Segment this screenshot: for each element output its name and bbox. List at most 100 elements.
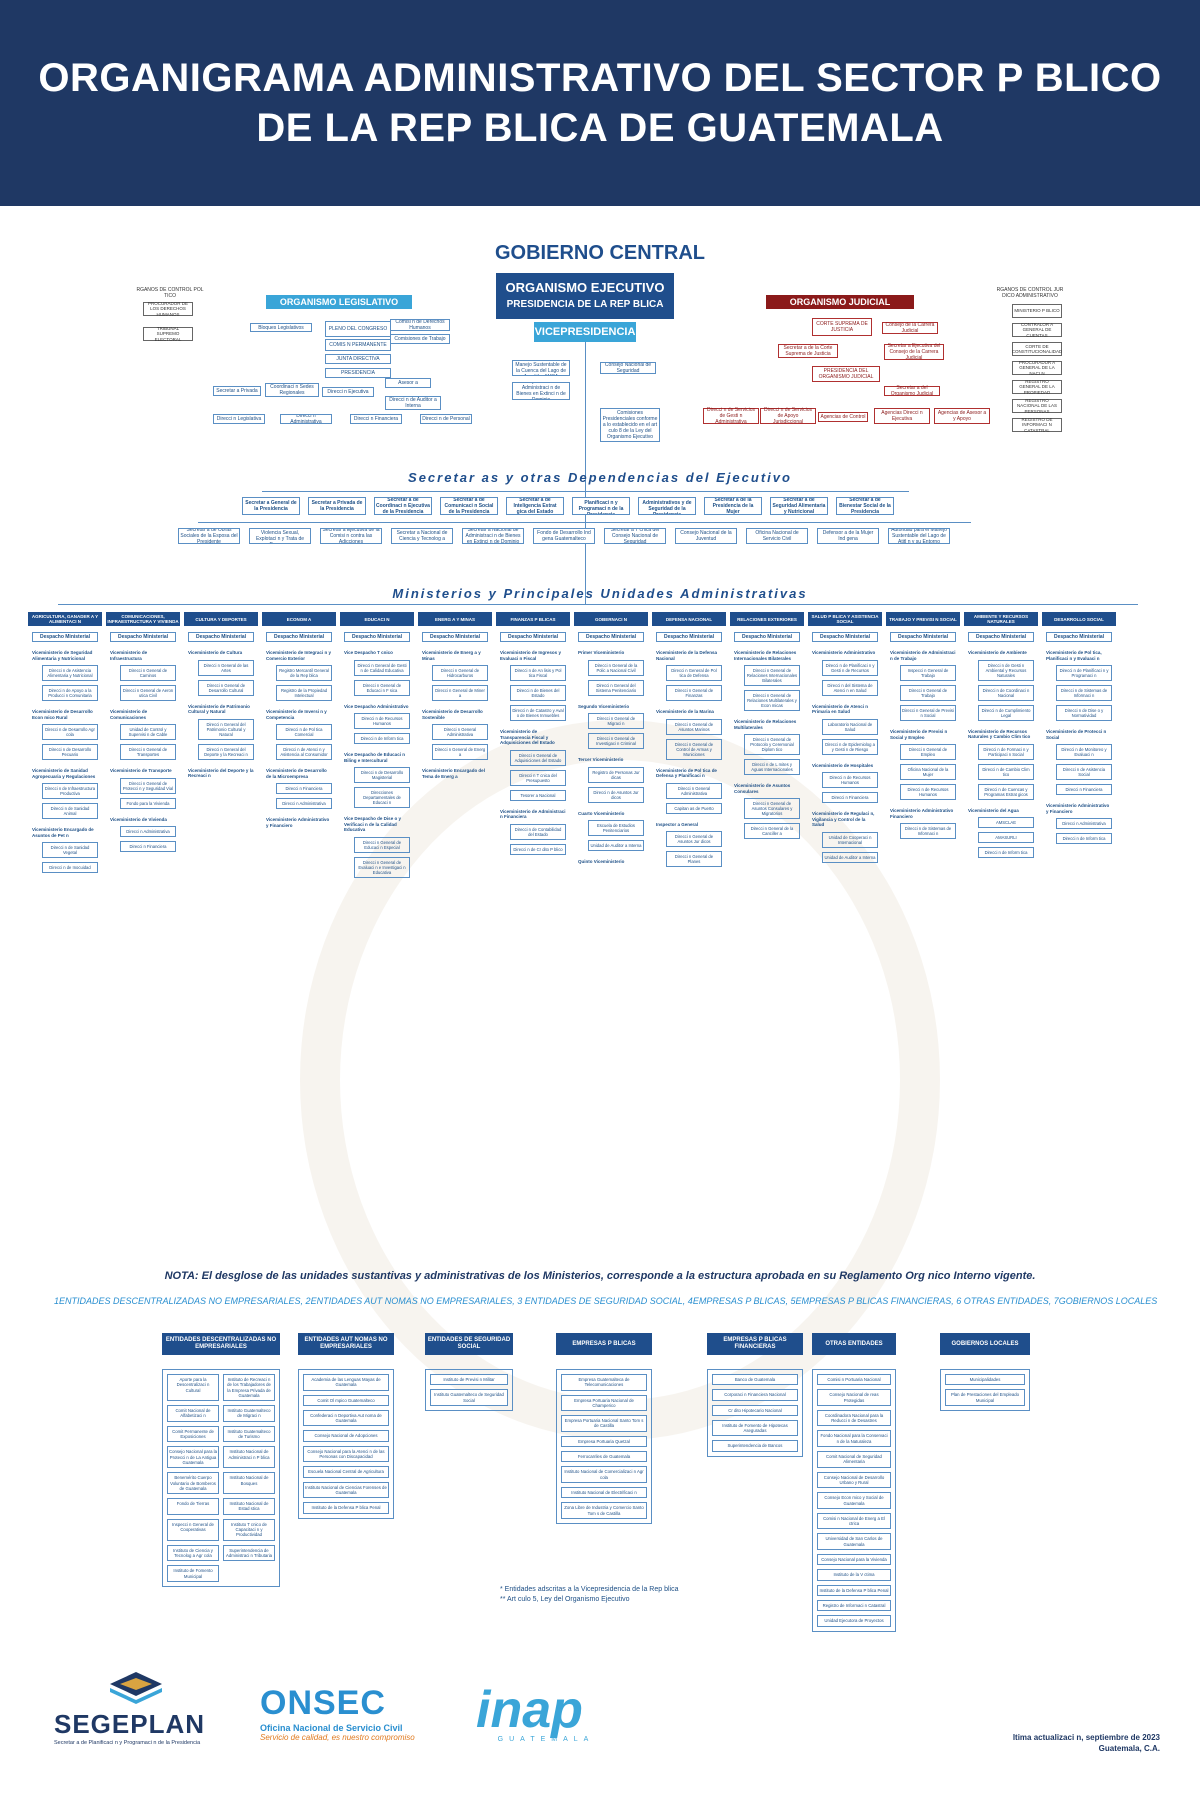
nota-text: NOTA: El desglose de las unidades sustan… bbox=[164, 1270, 1036, 1282]
viceministerio-0: Viceministerio de Energ a y Minas bbox=[422, 650, 481, 661]
entidades-legend: 1ENTIDADES DESCENTRALIZADAS NO EMPRESARI… bbox=[54, 1296, 1158, 1306]
entidad-item-1: Instituto de Recreaci n de los Trabajado… bbox=[223, 1374, 275, 1402]
viceministerio-4: Quinto Viceministerio bbox=[578, 859, 625, 864]
footnote-0: * Entidades adscritas a la Vicepresidenc… bbox=[500, 1586, 679, 1593]
viceministerio-2: Viceministerio de Sanidad Agropecuaria y… bbox=[32, 768, 96, 779]
direccion-0: Direcci n General de la Polic a Nacional… bbox=[588, 659, 644, 676]
direccion-4: Direcci n de Recursos Humanos bbox=[822, 772, 878, 788]
direccion-4: Direcci n de Infraestructura Productiva bbox=[42, 783, 98, 799]
direccion-4: Registro de Personas Jur dicas bbox=[588, 766, 644, 783]
direccion-4: Direcci n General de Protecci n y Seguri… bbox=[120, 777, 176, 794]
direccion-0: Direcci n de Planificaci n y Gesti n de … bbox=[822, 659, 878, 676]
viceministerio-0: Viceministerio de Administraci n de Trab… bbox=[890, 650, 956, 661]
entidad-list: Comisi n Portuaria Nacional Consejo Nacio… bbox=[812, 1369, 896, 1632]
entidad-item-4: Superintendencia de Bancos bbox=[712, 1440, 798, 1452]
inap-name: inap bbox=[476, 1681, 583, 1739]
legislativo-item-11: Direcci n de Personal bbox=[420, 414, 472, 424]
viceministerio-3: Cuarto Viceministerio bbox=[578, 810, 625, 816]
direccion-2: Direcci n General del Patrimonio Cultura… bbox=[198, 718, 254, 740]
direccion-5: Direcci n de Recursos Humanos bbox=[900, 784, 956, 800]
ministerio-name: TRABAJO Y PREVISI N SOCIAL bbox=[886, 612, 960, 626]
direccion-2: Direcci n General de Asuntos Marinos bbox=[666, 718, 722, 735]
secretaria-row2-item-1: Secretar a contra la Violencia Sexual, E… bbox=[249, 528, 311, 544]
legislativo-item-1: PLENO DEL CONGRESO bbox=[325, 321, 391, 337]
direccion-5: Fondo para la Vivienda bbox=[120, 797, 176, 809]
direccion-7: Direcci n de Inform tica bbox=[1056, 833, 1112, 844]
viceministerio-1: Viceministerio de Previsi n Social y Emp… bbox=[890, 729, 948, 740]
judicial-item-9: Agencias Direcci n Ejecutiva bbox=[874, 408, 930, 424]
direccion-3: Direcci n de Epidemiolog a y Gesti n de … bbox=[822, 738, 878, 755]
entidad-list: Banco de Guatemala Corporaci n Financiera… bbox=[707, 1369, 803, 1457]
direccion-3: Direcci n General de Control de Armas y … bbox=[666, 738, 722, 760]
viceministerio-1: Viceministerio de la Marina bbox=[656, 709, 714, 714]
viceministerio-2: Viceministerio de Desarrollo de la Micro… bbox=[266, 768, 327, 779]
entidad-item-5: Escuela Nacional Central de Agricultura bbox=[303, 1466, 389, 1478]
secretaria-row1-item-4: Secretar a de Inteligencia Estrat gica d… bbox=[506, 497, 564, 515]
entidad-item-0: Aporte para la Descentralizaci n Cultura… bbox=[167, 1374, 219, 1402]
entidad-name: GOBIERNOS LOCALES bbox=[940, 1333, 1030, 1355]
viceministerio-0: Viceministerio de Seguridad Alimentaria … bbox=[32, 650, 93, 661]
ministerio-name: RELACIONES EXTERIORES bbox=[730, 612, 804, 626]
viceministerio-2: Viceministerio Encargado del Tema de Ene… bbox=[422, 768, 485, 779]
direccion-3: Direcci n de Desarrollo Pecuario bbox=[42, 744, 98, 760]
viceministerio-3: Viceministerio Administrativo y Financie… bbox=[266, 817, 330, 828]
direccion-0: Registro Mercantil General de la Rep bli… bbox=[276, 665, 332, 681]
direccion-7: Direcci n Financiera bbox=[120, 841, 176, 852]
direccion-7: Direcci n de Cr dito P blico bbox=[510, 843, 566, 855]
entidad-list: Empresa Guatemalteca de Telecomunicacion… bbox=[556, 1369, 652, 1524]
despacho-ministerial: Despacho Ministerial bbox=[32, 632, 98, 642]
viceministerio-1: Viceministerio de Atenci n Primaria en S… bbox=[812, 703, 869, 715]
exec-trunk-line bbox=[585, 342, 586, 604]
ministerio-col-2: CULTURA Y DEPORTES Despacho Ministerial Vi… bbox=[184, 612, 258, 1262]
despacho-ministerial: Despacho Ministerial bbox=[266, 632, 332, 642]
vice-item-3: Comisiones Presidenciales conforme a lo … bbox=[600, 408, 660, 442]
viceministerio-2: Viceministerio de Transporte bbox=[110, 768, 172, 773]
legislativo-item-6: Coordinaci n Sedes Regionales bbox=[265, 383, 319, 397]
viceministerio-3: Viceministerio de Regulaci n, Vigilancia… bbox=[812, 811, 875, 827]
direccion-2: Direcci n General Administrativa bbox=[432, 724, 488, 740]
direccion-5: Capitan as de Puerto bbox=[666, 802, 722, 814]
entidad-item-0: Comisi n Portuaria Nacional bbox=[817, 1374, 891, 1386]
entidad-col-3: EMPRESAS P BLICAS Empresa Guatemalteca de… bbox=[556, 1333, 652, 1524]
viceministerio-2: Viceministerio de Administraci n Financi… bbox=[500, 808, 566, 820]
viceministerio-0: Viceministerio de Cultura bbox=[188, 650, 243, 655]
entidad-col-1: ENTIDADES AUT NOMAS NO EMPRESARIALES Acad… bbox=[298, 1333, 394, 1519]
secretaria-row1-item-3: Secretar a de Comunicaci n Social de la … bbox=[440, 497, 498, 515]
viceministerio-1: Viceministerio de Comunicaciones bbox=[110, 709, 148, 720]
entidad-item-1: Empresa Portuaria Nacional de Champerico bbox=[561, 1394, 647, 1412]
entidad-item-4: Consejo Nacional para la Atenci n de las… bbox=[303, 1445, 389, 1463]
direccion-1: Direcci n General de Aeron utica Civil bbox=[120, 685, 176, 701]
organismo-legislativo-title: ORGANISMO LEGISLATIVO bbox=[266, 295, 412, 309]
viceministerio-2: Viceministerio de Pol tica de Defensa y … bbox=[656, 767, 717, 779]
viceministerio-2: Viceministerio del Agua bbox=[968, 807, 1019, 813]
entidad-item-13: Unidad Ejecutora de Proyectos bbox=[817, 1615, 891, 1627]
direccion-3: Direcci n de L mites y Aguas Internacion… bbox=[744, 759, 800, 775]
judicial-item-10: Agencias de Asesor a y Apoyo bbox=[934, 408, 990, 424]
direccion-1: Direcci n del Sistema de Atenci n en Sal… bbox=[822, 679, 878, 696]
entidad-item-1: Corporaci n Financiera Nacional bbox=[712, 1389, 798, 1401]
entidad-item-10: Fondo de Tierras bbox=[167, 1498, 219, 1515]
direccion-7: Unidad de Auditor a Interna bbox=[588, 840, 644, 851]
judicial-item-2: Secretar a de la Corte Suprema de Justic… bbox=[778, 344, 838, 358]
viceministerio-1: Viceministerio de Inversi n y Competenci… bbox=[266, 709, 327, 720]
ministerio-name: FINANZAS P BLICAS bbox=[496, 612, 570, 626]
ministerio-col-13: DESARROLLO SOCIAL Despacho Ministerial Vic… bbox=[1042, 612, 1116, 1262]
despacho-ministerial: Despacho Ministerial bbox=[968, 632, 1034, 642]
legislativo-item-13: Direcci n de Auditor a Interna bbox=[385, 396, 441, 410]
footnote-1: ** Art culo 5, Ley del Organismo Ejecuti… bbox=[500, 1596, 630, 1603]
entidad-item-12: Inspecci n General de Cooperativas bbox=[167, 1518, 219, 1541]
entidad-item-11: Instituto de la Defensa P blica Penal bbox=[817, 1584, 891, 1596]
segeplan-name: SEGEPLAN bbox=[54, 1709, 206, 1739]
despacho-ministerial: Despacho Ministerial bbox=[656, 632, 722, 642]
direccion-6: Direcci n de Sistemas de Informaci n bbox=[900, 823, 956, 839]
secretaria-row2-item-10: Autoridad para el Manejo Sustentable del… bbox=[888, 528, 950, 544]
judicial-item-8: Agencias de Control bbox=[818, 412, 868, 422]
ministerio-col-9: RELACIONES EXTERIORES Despacho Ministeria… bbox=[730, 612, 804, 1262]
secretarias-title: Secretar as y otras Dependencias del Eje… bbox=[408, 470, 792, 485]
entidad-item-13: Instituto T cnico de Capacitaci n y Prod… bbox=[223, 1518, 275, 1541]
direccion-6: Unidad de Cooperaci n Internacional bbox=[822, 831, 878, 848]
direccion-6: Escuela de Estudios Penitenciarios bbox=[588, 820, 644, 836]
viceministerio-2: Viceministerio de Asuntos Consulares bbox=[734, 783, 791, 794]
entidad-name: EMPRESAS P BLICAS FINANCIERAS bbox=[707, 1333, 803, 1355]
direccion-2: Direcci n de Recursos Humanos bbox=[354, 713, 410, 729]
